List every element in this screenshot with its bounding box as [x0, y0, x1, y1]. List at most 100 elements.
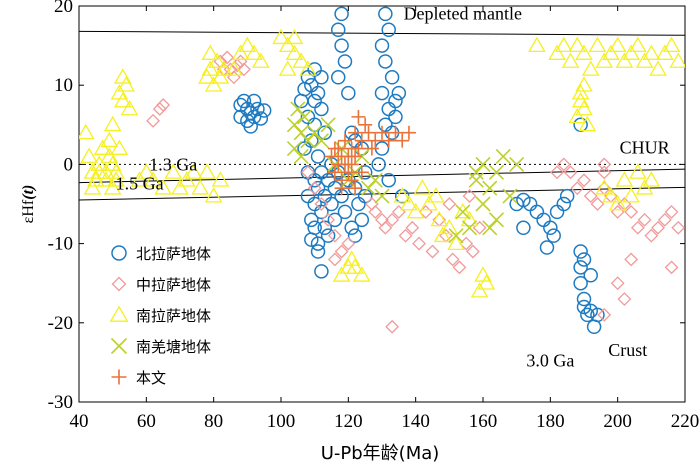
data-point-triangle: [292, 52, 311, 68]
data-point-triangle: [120, 99, 139, 116]
data-point-triangle: [433, 226, 452, 243]
data-point-triangle: [346, 258, 364, 274]
data-point-triangle: [602, 187, 620, 203]
data-point-triangle: [608, 36, 627, 53]
data-point-circle: [546, 228, 561, 243]
data-point-circle: [334, 6, 349, 22]
data-point-diamond: [597, 307, 612, 322]
data-point-circle: [317, 220, 333, 236]
data-point-diamond: [556, 157, 571, 172]
data-point-x: [495, 148, 511, 165]
data-point-diamond: [220, 50, 235, 65]
data-point-diamond: [364, 197, 379, 211]
data-point-diamond: [307, 181, 322, 196]
data-point-diamond: [321, 212, 336, 227]
data-point-diamond: [624, 252, 639, 267]
data-point-triangle: [430, 210, 449, 227]
data-point-diamond: [341, 236, 356, 251]
data-point-diamond: [156, 98, 171, 112]
data-point-circle: [307, 93, 322, 109]
data-point-diamond: [570, 181, 585, 196]
y-tick-label: -30: [48, 392, 73, 413]
data-point-triangle: [90, 155, 109, 171]
legend-label: 北拉萨地体: [136, 245, 211, 263]
data-point-triangle: [117, 76, 135, 92]
data-point-circle: [314, 101, 329, 117]
y-tick-label: 20: [54, 0, 73, 17]
data-point-circle: [573, 275, 588, 291]
data-point-circle: [337, 54, 353, 69]
data-point-plus: [341, 165, 356, 180]
data-point-circle: [334, 38, 349, 53]
reference-line-depleted-mantle: [79, 30, 685, 36]
data-point-plus: [401, 125, 416, 140]
data-point-plus: [381, 133, 396, 148]
data-point-triangle: [635, 52, 654, 68]
y-tick-label: -20: [48, 313, 73, 334]
data-point-triangle: [420, 194, 438, 211]
data-point-diamond: [425, 244, 440, 259]
data-point-diamond: [237, 62, 251, 77]
data-point-x: [488, 164, 505, 180]
data-point-triangle: [201, 60, 220, 76]
data-point-triangle: [662, 36, 681, 53]
data-point-plus: [344, 173, 359, 188]
data-point-triangle: [201, 44, 220, 60]
data-point-diamond: [597, 157, 612, 172]
data-point-circle: [590, 307, 605, 323]
data-point-triangle: [332, 266, 351, 282]
data-point-triangle: [177, 171, 196, 187]
data-point-x: [448, 228, 464, 244]
data-point-triangle: [635, 179, 654, 195]
data-point-x: [509, 156, 525, 172]
data-point-circle: [344, 220, 359, 236]
data-point-triangle: [204, 187, 223, 203]
data-point-x: [455, 204, 471, 220]
data-point-triangle: [427, 187, 445, 203]
data-point-plus: [375, 125, 389, 140]
data-point-triangle: [231, 44, 250, 60]
x-tick-label: 80: [204, 411, 223, 432]
data-point-triangle: [528, 36, 546, 53]
legend-item: 南羌塘地体: [110, 337, 211, 356]
y-tick-label: 10: [54, 75, 73, 96]
data-point-circle: [330, 22, 346, 38]
reference-line-1-5-ga: [79, 186, 685, 201]
data-point-circle: [341, 85, 356, 101]
data-point-triangle: [103, 179, 122, 195]
data-point-circle: [320, 228, 336, 243]
data-point-diamond: [368, 205, 383, 219]
data-point-triangle: [110, 139, 129, 155]
data-point-diamond: [445, 252, 460, 267]
data-point-diamond: [462, 189, 477, 203]
data-point-triangle: [629, 36, 647, 53]
data-point-circle: [330, 70, 346, 85]
data-point-diamond: [327, 252, 342, 267]
data-point-x: [502, 188, 518, 204]
data-point-x: [482, 180, 498, 196]
data-point-circle: [314, 264, 329, 279]
data-point-circle: [539, 240, 555, 255]
data-point-circle: [300, 165, 316, 180]
data-point-circle: [243, 119, 258, 134]
x-axis-title: U-Pb年龄(Ma): [321, 443, 440, 464]
legend-marker-diamond: [111, 276, 127, 292]
data-point-triangle: [477, 274, 496, 290]
data-point-triangle: [440, 218, 459, 235]
y-tick-label: 0: [64, 154, 74, 175]
data-point-circle: [256, 103, 272, 118]
legend-label: 南羌塘地体: [136, 338, 211, 356]
data-point-circle: [378, 6, 393, 22]
data-point-diamond: [583, 189, 598, 203]
data-point-triangle: [575, 76, 593, 92]
data-point-triangle: [393, 187, 412, 203]
data-point-circle: [300, 70, 316, 85]
legend-item: 本文: [111, 369, 166, 387]
x-tick-label: 140: [401, 411, 430, 432]
data-point-triangle: [113, 92, 132, 108]
data-point-circle: [536, 212, 551, 228]
data-point-triangle: [578, 115, 597, 132]
series-layer: [79, 6, 685, 335]
